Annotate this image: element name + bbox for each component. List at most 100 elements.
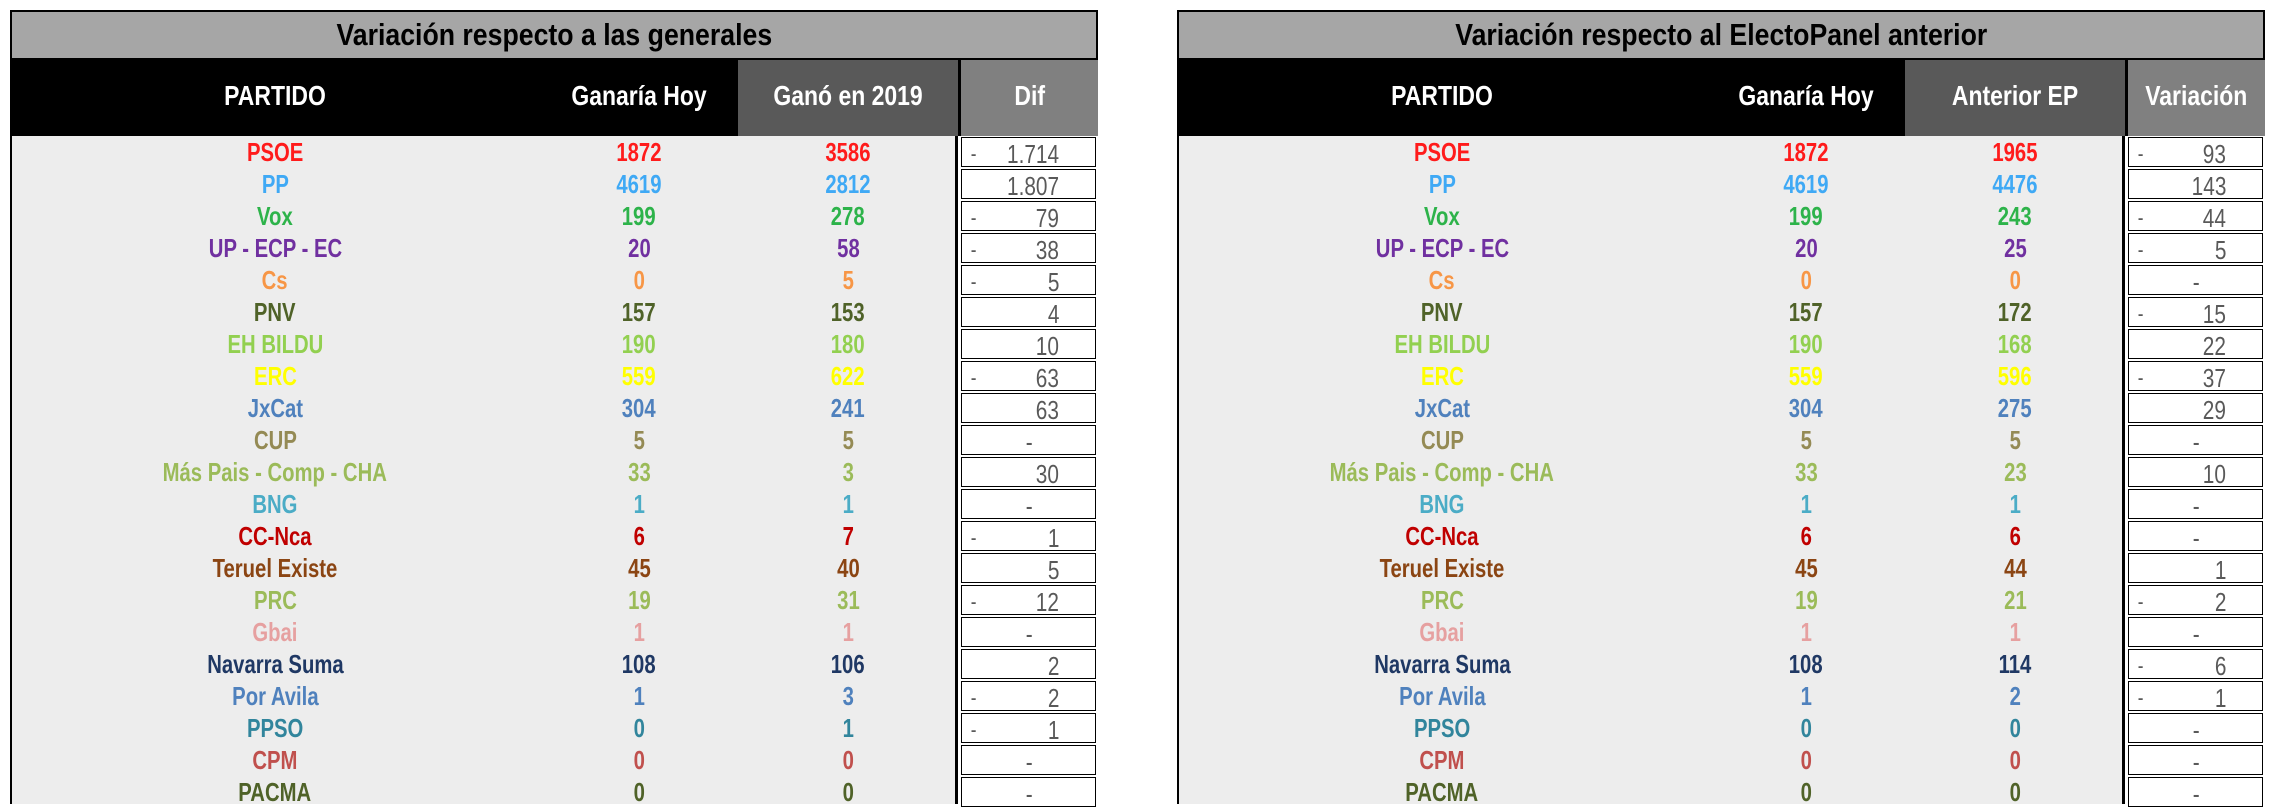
difference-cell: 22 [2128, 329, 2263, 361]
header-anterior-ep: Anterior EP [1905, 60, 2125, 136]
seats-previous: 25 [2003, 233, 2027, 263]
difference-cell: - [961, 489, 1096, 521]
party-name: Por Avila [231, 681, 319, 711]
table-row: CUP 5 5 - [1177, 424, 2265, 457]
seats-today: 4619 [1783, 169, 1829, 199]
difference-cell: -5 [961, 265, 1096, 297]
difference-cell: 5 [961, 553, 1096, 585]
table-row: PACMA 0 0 - [10, 776, 1098, 809]
seats-today: 6 [1800, 521, 1812, 551]
difference-cell: -1.714 [961, 137, 1096, 169]
negative-sign: - [970, 269, 977, 294]
party-name: PP [261, 169, 289, 199]
table-row: CUP 5 5 - [10, 424, 1098, 457]
seats-today: 1872 [616, 137, 662, 167]
party-name: Teruel Existe [1379, 553, 1505, 583]
difference-cell: - [2128, 777, 2263, 809]
seats-previous: 1 [842, 713, 854, 743]
seats-today: 157 [1789, 297, 1823, 327]
seats-today: 559 [1789, 361, 1823, 391]
table-row: ERC 559 596 -37 [1177, 360, 2265, 393]
table-row: Por Avila 1 3 -2 [10, 680, 1098, 713]
difference-cell: - [2128, 265, 2263, 297]
table-row: PPSO 0 1 -1 [10, 712, 1098, 745]
difference-cell: -2 [961, 681, 1096, 713]
difference-cell: - [2128, 617, 2263, 649]
table-row: PPSO 0 0 - [1177, 712, 2265, 745]
seats-today: 1 [1800, 617, 1812, 647]
seats-previous: 0 [842, 745, 854, 775]
difference-cell: - [2128, 425, 2263, 457]
party-name: PPSO [246, 713, 304, 743]
seats-today: 1 [633, 489, 645, 519]
difference-cell: 1 [2128, 553, 2263, 585]
difference-cell: -2 [2128, 585, 2263, 617]
table-row: PSOE 1872 3586 -1.714 [10, 136, 1098, 169]
seats-today: 1 [1800, 681, 1812, 711]
party-name: Cs [1429, 265, 1455, 295]
seats-today: 19 [1794, 585, 1818, 615]
seats-today: 5 [1800, 425, 1812, 455]
difference-cell: 63 [961, 393, 1096, 425]
difference-cell: -37 [2128, 361, 2263, 393]
negative-sign: - [2137, 685, 2144, 710]
table-row: PSOE 1872 1965 -93 [1177, 136, 2265, 169]
difference-cell: -1 [961, 713, 1096, 745]
table-row: ERC 559 622 -63 [10, 360, 1098, 393]
seats-previous: 596 [1998, 361, 2032, 391]
table-row: PNV 157 172 -15 [1177, 296, 2265, 329]
party-name: PNV [1421, 297, 1463, 327]
table-row: JxCat 304 275 29 [1177, 392, 2265, 425]
party-name: Gbai [252, 617, 298, 647]
party-name: Más Pais - Comp - CHA [1329, 457, 1555, 487]
header-variacion: Variación [2125, 60, 2265, 136]
table-background [10, 136, 958, 804]
seats-previous: 114 [1998, 649, 2032, 679]
table-row: UP - ECP - EC 20 25 -5 [1177, 232, 2265, 265]
negative-sign: - [2137, 141, 2144, 166]
party-name: UP - ECP - EC [208, 233, 342, 263]
seats-today: 304 [1789, 393, 1823, 423]
party-name: CUP [253, 425, 297, 455]
table-row: CPM 0 0 - [1177, 744, 2265, 777]
seats-previous: 40 [836, 553, 860, 583]
table-row: BNG 1 1 - [1177, 488, 2265, 521]
party-name: PRC [1420, 585, 1464, 615]
difference-cell: - [961, 745, 1096, 777]
party-name: Gbai [1419, 617, 1465, 647]
seats-previous: 58 [836, 233, 860, 263]
seats-today: 157 [622, 297, 656, 327]
header-partido: PARTIDO Ganaría Hoy [1177, 60, 1905, 136]
seats-today: 108 [1789, 649, 1823, 679]
table-row: CC-Nca 6 7 -1 [10, 520, 1098, 553]
party-name: Navarra Suma [206, 649, 344, 679]
table-row: Navarra Suma 108 106 2 [10, 648, 1098, 681]
difference-cell: - [961, 777, 1096, 809]
generales-comparison-table: Variación respecto a las generales PARTI… [10, 10, 1100, 809]
party-name: JxCat [247, 393, 303, 423]
seats-previous: 168 [1998, 329, 2032, 359]
difference-cell: 10 [2128, 457, 2263, 489]
table-background [1177, 136, 2125, 804]
seats-previous: 23 [2003, 457, 2027, 487]
difference-cell: -38 [961, 233, 1096, 265]
party-name: Vox [1424, 201, 1460, 231]
seats-previous: 5 [842, 425, 854, 455]
seats-today: 0 [1800, 265, 1812, 295]
negative-sign: - [970, 237, 977, 262]
party-name: UP - ECP - EC [1375, 233, 1509, 263]
party-name: Más Pais - Comp - CHA [162, 457, 388, 487]
seats-today: 108 [622, 649, 656, 679]
party-name: Por Avila [1398, 681, 1486, 711]
party-name: Vox [257, 201, 293, 231]
seats-today: 559 [622, 361, 656, 391]
seats-today: 4619 [616, 169, 662, 199]
party-name: PACMA [1405, 777, 1479, 807]
party-name: Teruel Existe [212, 553, 338, 583]
seats-previous: 1 [2009, 489, 2021, 519]
difference-cell: -5 [2128, 233, 2263, 265]
table-body: PSOE 1872 3586-1.714 PP 4619 2812 1.807 Vox 199 2… [10, 136, 1098, 809]
table-row: Navarra Suma 108 114 -6 [1177, 648, 2265, 681]
difference-cell: -44 [2128, 201, 2263, 233]
header-ganaria-hoy: Ganaría Hoy [571, 80, 707, 111]
